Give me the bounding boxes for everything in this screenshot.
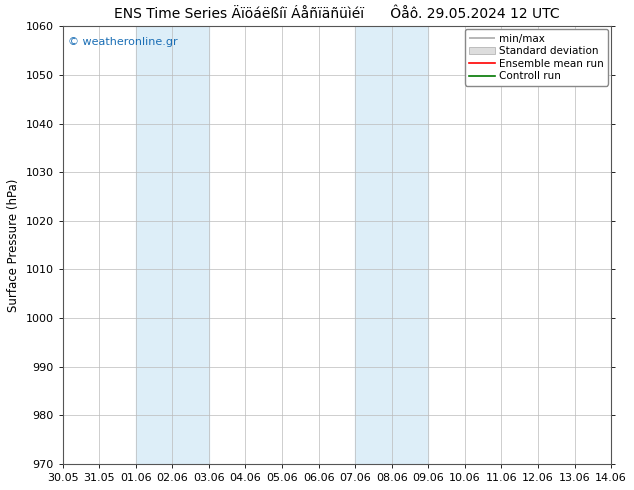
Bar xyxy=(136,26,209,464)
Title: ENS Time Series Äïöáëßíï Áåñïäñüìéï      Ôåô. 29.05.2024 12 UTC: ENS Time Series Äïöáëßíï Áåñïäñüìéï Ôåô.… xyxy=(114,7,560,21)
Bar xyxy=(355,26,429,464)
Y-axis label: Surface Pressure (hPa): Surface Pressure (hPa) xyxy=(7,178,20,312)
Text: © weatheronline.gr: © weatheronline.gr xyxy=(68,37,178,47)
Legend: min/max, Standard deviation, Ensemble mean run, Controll run: min/max, Standard deviation, Ensemble me… xyxy=(465,29,608,86)
